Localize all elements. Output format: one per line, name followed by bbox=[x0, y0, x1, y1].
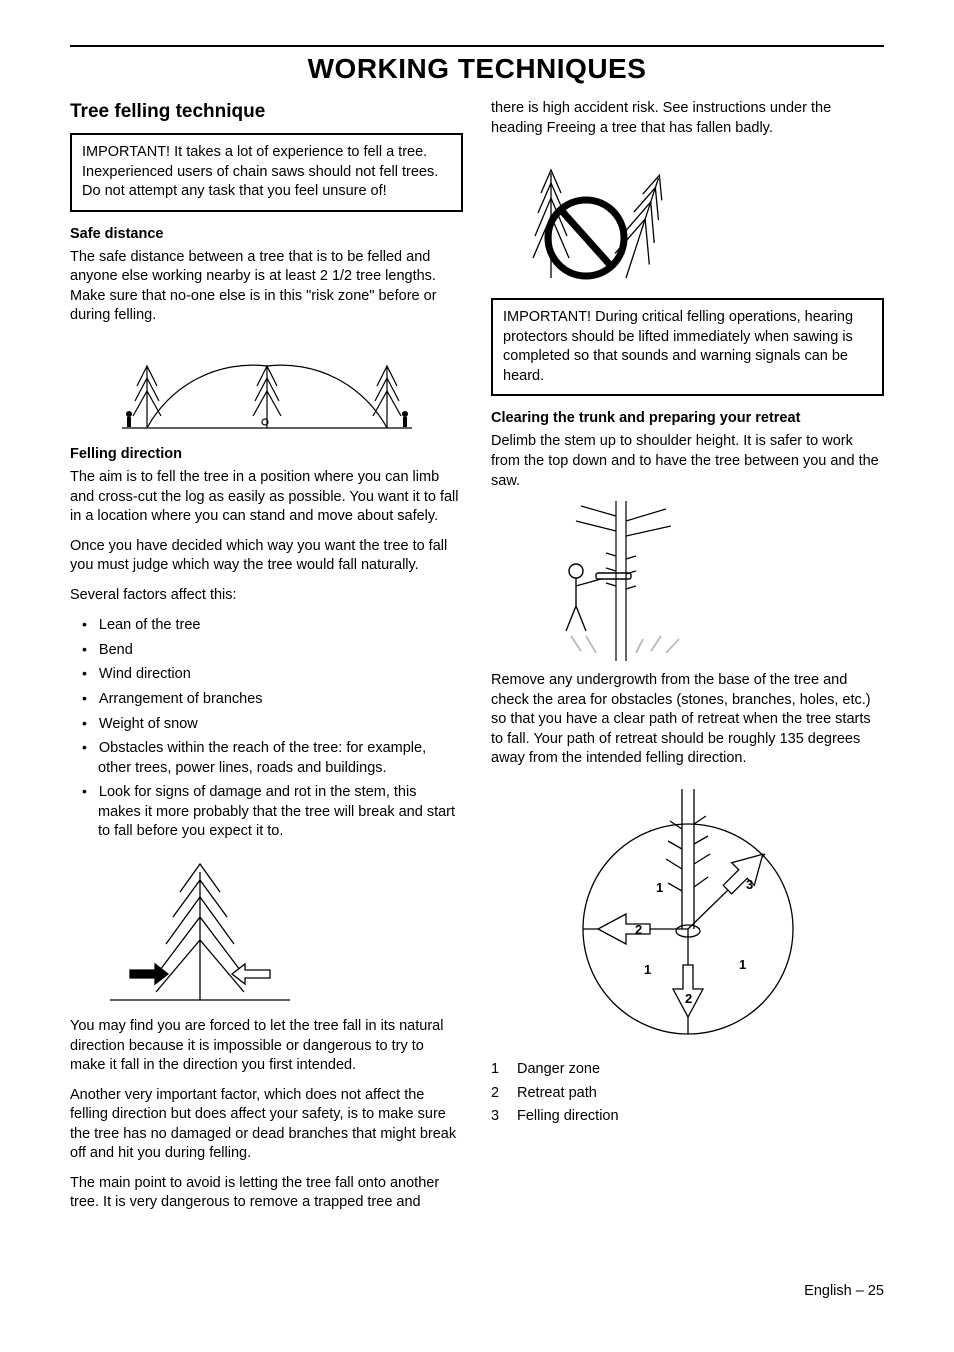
important-callout-2: IMPORTANT! During critical felling opera… bbox=[491, 298, 884, 396]
paragraph: The main point to avoid is letting the t… bbox=[70, 1174, 463, 1213]
paragraph: Delimb the stem up to shoulder height. I… bbox=[491, 432, 884, 491]
footer-separator: – bbox=[856, 1283, 864, 1299]
footer-language: English bbox=[804, 1283, 852, 1299]
list-item: Weight of snow bbox=[70, 714, 463, 735]
figure-retreat-diagram: 1 2 1 1 2 3 bbox=[491, 779, 884, 1049]
list-item: Arrangement of branches bbox=[70, 689, 463, 710]
subheading-clearing-trunk: Clearing the trunk and preparing your re… bbox=[491, 410, 884, 426]
paragraph: The aim is to fell the tree in a positio… bbox=[70, 468, 463, 527]
footer-page-number: 25 bbox=[868, 1283, 884, 1299]
section-heading: Tree felling technique bbox=[70, 101, 463, 123]
paragraph: Remove any undergrowth from the base of … bbox=[491, 671, 884, 769]
subheading-felling-direction: Felling direction bbox=[70, 446, 463, 462]
paragraph: You may find you are forced to let the t… bbox=[70, 1017, 463, 1076]
paragraph: Another very important factor, which doe… bbox=[70, 1086, 463, 1164]
paragraph: The safe distance between a tree that is… bbox=[70, 248, 463, 326]
list-item: Obstacles within the reach of the tree: … bbox=[70, 738, 463, 778]
right-column: there is high accident risk. See instruc… bbox=[491, 95, 884, 1223]
subheading-safe-distance: Safe distance bbox=[70, 226, 463, 242]
figure-delimbing bbox=[491, 501, 884, 661]
list-item: Felling direction bbox=[491, 1106, 884, 1128]
list-item: Lean of the tree bbox=[70, 615, 463, 636]
document-title: WORKING TECHNIQUES bbox=[70, 53, 884, 85]
list-item: Look for signs of damage and rot in the … bbox=[70, 782, 463, 842]
page-footer: English – 25 bbox=[70, 1283, 884, 1299]
fig-label: 3 bbox=[746, 877, 753, 892]
list-item: Wind direction bbox=[70, 664, 463, 685]
fig-label: 1 bbox=[739, 957, 746, 972]
list-item: Danger zone bbox=[491, 1059, 884, 1081]
factors-list: Lean of the tree Bend Wind direction Arr… bbox=[70, 615, 463, 842]
left-column: Tree felling technique IMPORTANT! It tak… bbox=[70, 95, 463, 1223]
paragraph: there is high accident risk. See instruc… bbox=[491, 99, 884, 138]
fig-label: 2 bbox=[635, 922, 642, 937]
page: WORKING TECHNIQUES Tree felling techniqu… bbox=[0, 0, 954, 1329]
list-item: Retreat path bbox=[491, 1083, 884, 1105]
paragraph: Once you have decided which way you want… bbox=[70, 537, 463, 576]
fig-label: 2 bbox=[685, 991, 692, 1006]
list-item: Bend bbox=[70, 640, 463, 661]
figure-prohibition bbox=[491, 148, 884, 288]
legend-list: Danger zone Retreat path Felling directi… bbox=[491, 1059, 884, 1128]
figure-direction-arrows bbox=[70, 852, 463, 1007]
fig-label: 1 bbox=[656, 880, 663, 895]
figure-safe-distance bbox=[70, 336, 463, 436]
top-rule bbox=[70, 45, 884, 47]
paragraph: Several factors affect this: bbox=[70, 586, 463, 606]
fig-label: 1 bbox=[644, 962, 651, 977]
two-column-layout: Tree felling technique IMPORTANT! It tak… bbox=[70, 95, 884, 1223]
important-callout-1: IMPORTANT! It takes a lot of experience … bbox=[70, 133, 463, 212]
